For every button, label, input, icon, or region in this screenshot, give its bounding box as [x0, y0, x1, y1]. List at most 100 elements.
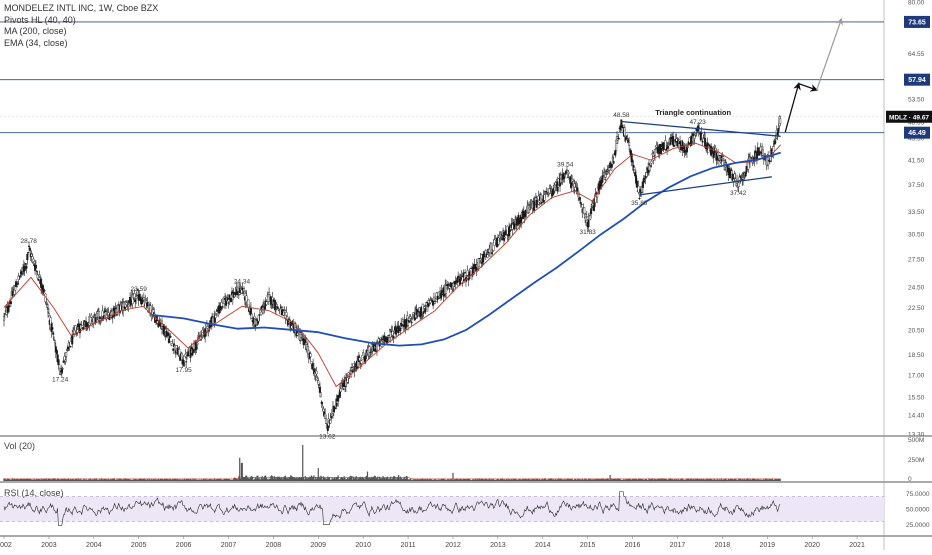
volume-bar	[214, 478, 216, 481]
volume-bar	[34, 480, 36, 481]
volume-bar	[507, 479, 509, 481]
candle-body	[391, 331, 394, 336]
volume-bar	[663, 479, 665, 481]
candle-body	[760, 152, 763, 154]
time-axis-tick: 2002	[0, 542, 12, 549]
candle-body	[36, 274, 39, 279]
candle-body	[317, 380, 320, 385]
candle-body	[324, 413, 327, 419]
volume-bar	[494, 479, 496, 481]
candle-body	[270, 304, 273, 306]
volume-bar	[58, 479, 60, 481]
volume-bar	[751, 478, 754, 481]
candle-body	[651, 153, 654, 155]
volume-bar	[635, 478, 637, 481]
volume-bar	[463, 478, 465, 481]
candle-body	[703, 135, 706, 137]
candle-body	[37, 278, 40, 281]
volume-bar	[290, 475, 293, 481]
volume-bar	[712, 480, 714, 481]
volume-bar	[286, 477, 288, 481]
volume-bar	[699, 479, 701, 481]
volume-bar	[216, 478, 218, 481]
candle-body	[153, 312, 156, 314]
volume-bar	[161, 479, 163, 481]
volume-bar	[601, 478, 603, 481]
volume-bar	[7, 478, 9, 481]
volume-bar	[594, 479, 597, 481]
volume-bar	[386, 476, 388, 481]
candle-body	[57, 359, 60, 366]
candle-body	[320, 401, 323, 404]
volume-bar	[612, 479, 614, 481]
volume-pane-label[interactable]: Vol (20)	[4, 441, 36, 451]
volume-bar	[520, 479, 522, 481]
candle-body	[393, 330, 396, 333]
volume-bar	[424, 478, 426, 481]
volume-bar	[452, 472, 454, 481]
volume-bar	[492, 478, 495, 481]
volume-bar	[441, 478, 443, 481]
volume-bar	[148, 478, 150, 481]
volume-bar	[425, 479, 427, 481]
volume-bar	[754, 478, 756, 481]
volume-bar	[514, 478, 516, 481]
volume-bar	[138, 479, 140, 481]
candle-body	[675, 138, 678, 142]
volume-bar	[587, 480, 589, 481]
volume-bar	[464, 479, 466, 481]
volume-bar	[42, 478, 44, 481]
volume-bar	[472, 479, 474, 481]
volume-bar	[644, 478, 647, 481]
candle-body	[565, 169, 568, 171]
volume-bar	[43, 479, 45, 481]
volume-bar	[475, 479, 477, 481]
indicator-ema34[interactable]: EMA (34, close)	[4, 37, 68, 48]
rsi-pane-label[interactable]: RSI (14, close)	[4, 488, 64, 498]
candle-body	[588, 212, 591, 216]
volume-bar	[315, 478, 318, 481]
volume-bar	[107, 479, 109, 481]
volume-bar	[156, 479, 158, 481]
volume-bar	[226, 478, 228, 481]
candle-body	[688, 137, 691, 143]
candle-body	[406, 315, 409, 320]
volume-bar	[132, 479, 135, 481]
candle-body	[734, 177, 737, 179]
volume-bar	[239, 457, 241, 481]
volume-bar	[209, 479, 211, 481]
volume-bar	[184, 480, 186, 481]
volume-bar	[644, 479, 646, 481]
volume-bar	[36, 478, 38, 481]
volume-bar	[171, 479, 173, 481]
volume-bar	[255, 478, 257, 481]
volume-bar	[169, 478, 171, 481]
volume-bar	[554, 479, 556, 481]
indicator-ma200[interactable]: MA (200, close)	[4, 26, 67, 36]
level-tag	[904, 15, 930, 28]
candle-body	[676, 140, 679, 147]
indicator-pivots[interactable]: Pivots HL (40, 40)	[4, 14, 76, 25]
volume-bar	[581, 478, 584, 481]
volume-bar	[266, 479, 268, 481]
volume-bar	[300, 477, 302, 481]
volume-bar	[647, 480, 649, 481]
volume-bar	[151, 478, 153, 481]
volume-bar	[664, 478, 666, 481]
volume-bar	[400, 477, 402, 481]
volume-bar	[93, 479, 95, 481]
candle-body	[43, 290, 46, 292]
volume-bar	[280, 478, 282, 481]
volume-bar	[345, 479, 347, 481]
candle-body	[424, 307, 427, 313]
candle-body	[247, 299, 250, 309]
candle-body	[103, 312, 106, 316]
volume-bar	[13, 478, 15, 481]
volume-bar	[526, 479, 528, 481]
volume-bar	[352, 479, 354, 481]
volume-bar	[182, 479, 184, 481]
volume-bar	[399, 476, 401, 481]
volume-bar	[622, 479, 624, 481]
